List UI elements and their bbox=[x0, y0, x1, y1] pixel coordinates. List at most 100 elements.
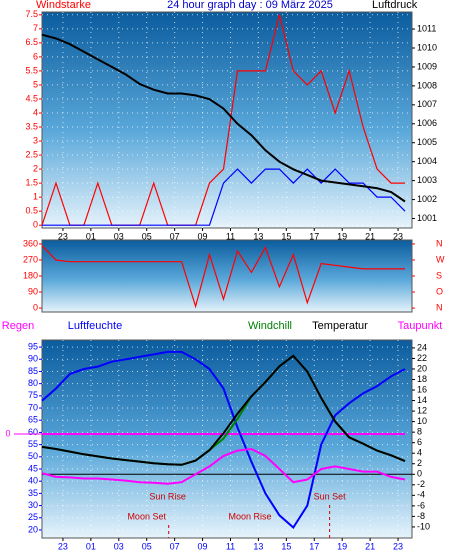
y-tick-label: 90 bbox=[28, 354, 38, 364]
y2-tick-label: 6 bbox=[417, 437, 422, 447]
x-tick-label: 11 bbox=[226, 541, 235, 550]
legend-entry: Regen bbox=[2, 320, 34, 332]
y-tick-label: 50 bbox=[28, 451, 38, 461]
y2-tick-label: 1010 bbox=[417, 42, 437, 52]
y-tick-label: 95 bbox=[28, 341, 38, 351]
y2-tick-label: 1007 bbox=[417, 99, 437, 109]
x-tick-label: 23 bbox=[58, 541, 68, 550]
y-tick-label: 80 bbox=[28, 378, 38, 388]
y2-tick-label: 0 bbox=[417, 469, 422, 479]
x-tick-label: 15 bbox=[281, 541, 291, 550]
x-tick-label: 23 bbox=[58, 231, 68, 241]
x-tick-label: 21 bbox=[365, 231, 375, 241]
plot-background bbox=[41, 11, 413, 229]
x-tick-label: 09 bbox=[198, 231, 208, 241]
x-tick-label: 13 bbox=[253, 231, 263, 241]
legend-entry: Luftfeuchte bbox=[68, 320, 122, 332]
series-line bbox=[42, 168, 406, 226]
y2-tick-label: -4 bbox=[417, 490, 425, 500]
y-tick-label: 4.5 bbox=[25, 93, 38, 103]
y-tick-label: 0 bbox=[33, 220, 38, 230]
y2-tick-label: -8 bbox=[417, 511, 425, 521]
y2-tick-label: N bbox=[436, 302, 443, 312]
x-tick-label: 21 bbox=[365, 541, 375, 550]
x-tick-label: 19 bbox=[337, 231, 347, 241]
y2-tick-label: -6 bbox=[417, 500, 425, 510]
y2-tick-label: 14 bbox=[417, 395, 427, 405]
series-line bbox=[41, 354, 406, 466]
y2-tick-label: O bbox=[436, 286, 443, 296]
x-tick-label: 13 bbox=[253, 541, 263, 550]
y-tick-label: 75 bbox=[28, 390, 38, 400]
y-tick-label: 65 bbox=[28, 415, 38, 425]
x-tick-label: 09 bbox=[198, 541, 208, 550]
y-tick-label: 270 bbox=[23, 254, 38, 264]
y2-tick-label: 2 bbox=[417, 458, 422, 468]
x-tick-label: 23 bbox=[393, 231, 403, 241]
y-tick-label: 3 bbox=[33, 135, 38, 145]
series-line bbox=[41, 447, 406, 485]
y-tick-label: 2 bbox=[33, 163, 38, 173]
y2-tick-label: 22 bbox=[417, 353, 427, 363]
y-tick-label: 85 bbox=[28, 366, 38, 376]
y-tick-label: 45 bbox=[28, 463, 38, 473]
y2-tick-label: 1011 bbox=[417, 23, 436, 33]
x-tick-label: 03 bbox=[114, 231, 124, 241]
series-line bbox=[41, 245, 405, 309]
y-tick-label: 30 bbox=[28, 500, 38, 510]
y2-tick-label: 1002 bbox=[417, 194, 437, 204]
y-tick-label: 7.5 bbox=[25, 9, 38, 19]
y-tick-label: 0 bbox=[33, 302, 38, 312]
x-tick-label: 01 bbox=[86, 541, 96, 550]
annotation: Moon Rise bbox=[229, 511, 272, 521]
legend-entry: Taupunkt bbox=[398, 320, 443, 332]
y-tick-label: 5.5 bbox=[25, 65, 38, 75]
y-tick-label: 0.5 bbox=[25, 206, 38, 216]
chart-title: 24 hour graph day : 09 März 2025 bbox=[167, 0, 333, 11]
y3-tick-label: 0 bbox=[5, 428, 10, 438]
y2-tick-label: 1009 bbox=[417, 61, 437, 71]
y-tick-label: 6 bbox=[33, 51, 38, 61]
series-line bbox=[41, 33, 406, 203]
y-tick-label: 55 bbox=[28, 439, 38, 449]
y-tick-label: 180 bbox=[23, 270, 38, 280]
x-tick-label: 15 bbox=[281, 231, 291, 241]
y-tick-label: 3.5 bbox=[25, 121, 38, 131]
y-tick-label: 5 bbox=[33, 79, 38, 89]
x-tick-label: 05 bbox=[142, 541, 152, 550]
annotation: Sun Rise bbox=[149, 491, 186, 501]
y-tick-label: 7 bbox=[33, 23, 38, 33]
y2-tick-label: -2 bbox=[417, 479, 425, 489]
y2-tick-label: 1001 bbox=[417, 213, 437, 223]
x-tick-label: 11 bbox=[226, 231, 235, 241]
y2-tick-label: 1005 bbox=[417, 137, 437, 147]
axis-title: Windstarke bbox=[36, 0, 91, 11]
x-tick-label: 17 bbox=[309, 541, 319, 550]
x-tick-label: 05 bbox=[142, 231, 152, 241]
y-tick-label: 40 bbox=[28, 476, 38, 486]
legend-entry: Temperatur bbox=[312, 320, 368, 332]
annotation: Moon Set bbox=[127, 511, 166, 521]
annotation: Sun Set bbox=[314, 491, 347, 501]
y2-tick-label: 4 bbox=[417, 448, 422, 458]
y-tick-label: 1 bbox=[33, 192, 38, 202]
x-tick-label: 19 bbox=[337, 541, 347, 550]
y-tick-label: 360 bbox=[23, 238, 38, 248]
x-tick-label: 07 bbox=[170, 541, 180, 550]
y-tick-label: 25 bbox=[28, 512, 38, 522]
y-tick-label: 70 bbox=[28, 402, 38, 412]
x-tick-label: 07 bbox=[170, 231, 180, 241]
y2-tick-label: 1003 bbox=[417, 175, 437, 185]
y2-tick-label: 12 bbox=[417, 405, 427, 415]
y-tick-label: 2.5 bbox=[25, 149, 38, 159]
y2-tick-label: 1006 bbox=[417, 118, 437, 128]
y2-tick-label: 16 bbox=[417, 384, 427, 394]
x-tick-label: 23 bbox=[393, 541, 403, 550]
y2-tick-label: S bbox=[436, 270, 442, 280]
y2-tick-label: 24 bbox=[417, 342, 427, 352]
y2-tick-label: 8 bbox=[417, 427, 422, 437]
series-line bbox=[41, 14, 405, 226]
y-tick-label: 90 bbox=[28, 286, 38, 296]
y2-tick-label: 10 bbox=[417, 416, 427, 426]
